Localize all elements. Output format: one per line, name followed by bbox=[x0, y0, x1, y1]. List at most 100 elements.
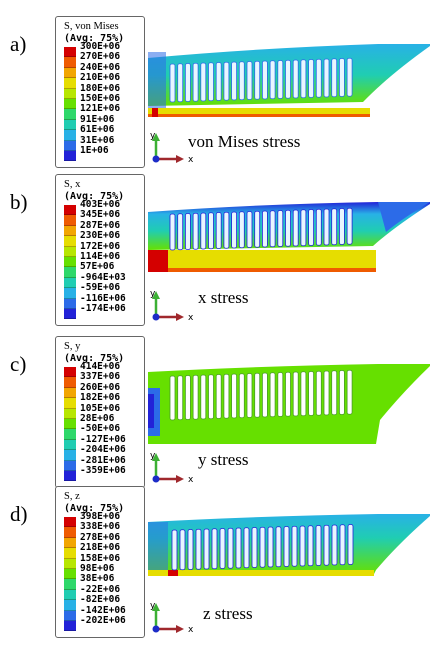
slot bbox=[331, 208, 338, 246]
legend-tick: 57E+06 bbox=[80, 261, 115, 273]
legend-averaging: (Avg: 75%) bbox=[64, 503, 125, 514]
slot bbox=[285, 59, 291, 99]
coordinate-triad: y x bbox=[150, 601, 194, 635]
color-swatch bbox=[64, 579, 76, 590]
caption: von Mises stress bbox=[188, 132, 301, 151]
slot bbox=[315, 208, 322, 246]
color-swatch bbox=[64, 398, 76, 409]
legend-tick: 260E+06 bbox=[80, 381, 121, 393]
color-swatch bbox=[64, 88, 76, 99]
color-swatch bbox=[64, 589, 76, 601]
slot bbox=[223, 211, 230, 249]
slot bbox=[346, 369, 353, 415]
hot-spot bbox=[152, 108, 158, 117]
panel-label: b) bbox=[10, 190, 28, 214]
slot bbox=[307, 525, 314, 567]
color-swatch bbox=[64, 47, 76, 58]
caption: z stress bbox=[203, 604, 253, 623]
slot bbox=[192, 62, 199, 102]
panel-a: a) S, von Mises (Avg: 75%) 300E+06 270E+… bbox=[0, 14, 437, 176]
slot bbox=[262, 372, 268, 418]
slot bbox=[346, 207, 353, 245]
color-scale bbox=[64, 205, 76, 320]
slot bbox=[259, 526, 266, 568]
legend-averaging: (Avg: 75%) bbox=[64, 353, 125, 364]
slot bbox=[331, 370, 338, 416]
legend-tick: -82E+06 bbox=[80, 594, 121, 606]
hot-spot bbox=[148, 250, 168, 272]
legend: S, z (Avg: 75%) 398E+06 338E+06 278E+06 … bbox=[55, 486, 145, 638]
slot bbox=[262, 210, 268, 248]
legend-tick: 287E+06 bbox=[80, 219, 121, 231]
legend-title: S, von Mises bbox=[64, 21, 119, 32]
slot bbox=[277, 210, 284, 247]
color-swatch bbox=[64, 150, 76, 162]
slot bbox=[346, 57, 353, 97]
legend-tick: 150E+06 bbox=[80, 92, 121, 104]
slot bbox=[254, 60, 261, 100]
slot bbox=[238, 373, 245, 419]
slot bbox=[185, 213, 191, 250]
legend-tick: 403E+06 bbox=[80, 199, 121, 210]
legend-title: S, y bbox=[64, 341, 81, 352]
tip-zone bbox=[378, 202, 430, 232]
slot bbox=[208, 62, 214, 102]
legend-tick: -359E+06 bbox=[80, 464, 126, 476]
slot bbox=[211, 528, 218, 570]
slot bbox=[315, 525, 322, 566]
color-swatch bbox=[64, 130, 76, 141]
slot bbox=[215, 212, 222, 249]
legend-tick: -50E+06 bbox=[80, 423, 121, 435]
edge-stress-core bbox=[148, 394, 154, 428]
legend-tick: -59E+06 bbox=[80, 282, 121, 294]
color-swatch bbox=[64, 140, 76, 151]
slot bbox=[208, 212, 214, 250]
edge-stress-zone bbox=[148, 52, 166, 114]
slot bbox=[171, 529, 178, 571]
legend-tick: 98E+06 bbox=[80, 562, 115, 574]
legend-tick: -204E+06 bbox=[80, 444, 126, 456]
slot bbox=[323, 370, 330, 416]
legend-tick: -964E+03 bbox=[80, 271, 126, 283]
slot bbox=[269, 60, 276, 100]
legend-tick: 218E+06 bbox=[80, 542, 121, 554]
color-swatch bbox=[64, 308, 76, 320]
slot bbox=[219, 528, 226, 569]
panel-label: c) bbox=[10, 352, 27, 376]
slot bbox=[285, 371, 291, 417]
legend-tick: 61E+06 bbox=[80, 124, 115, 136]
color-swatch bbox=[64, 548, 76, 559]
slot bbox=[308, 371, 315, 416]
slot bbox=[331, 58, 338, 98]
x-axis-label: x bbox=[188, 625, 194, 635]
color-swatch bbox=[64, 267, 76, 278]
legend-title: S, x bbox=[64, 179, 81, 190]
legend-tick: 182E+06 bbox=[80, 392, 121, 404]
color-swatch bbox=[64, 109, 76, 120]
legend-title: S, z bbox=[64, 491, 80, 502]
slot bbox=[238, 211, 245, 249]
slot bbox=[246, 61, 253, 100]
slot bbox=[235, 527, 242, 569]
slot bbox=[269, 210, 276, 248]
slot bbox=[339, 524, 346, 566]
y-axis-label: y bbox=[150, 451, 156, 461]
slot bbox=[275, 526, 282, 568]
slot bbox=[177, 213, 184, 251]
fe-model bbox=[148, 44, 430, 117]
slot bbox=[200, 374, 207, 420]
slot bbox=[231, 373, 237, 419]
color-swatch bbox=[64, 558, 76, 569]
legend-tick: 414E+06 bbox=[80, 361, 121, 372]
legend-tick: 158E+06 bbox=[80, 552, 121, 564]
slot bbox=[323, 524, 330, 566]
panel-b: b) S, x (Avg: 75%) 403E+06 345E+06 287E+… bbox=[0, 172, 437, 334]
caption: y stress bbox=[198, 450, 249, 469]
legend-averaging: (Avg: 75%) bbox=[64, 191, 125, 202]
legend-tick: -22E+06 bbox=[80, 583, 121, 595]
legend-tick: 105E+06 bbox=[80, 402, 121, 414]
legend-ticks: 398E+06 338E+06 278E+06 218E+06 158E+06 … bbox=[80, 511, 126, 626]
legend-tick: 270E+06 bbox=[80, 51, 121, 63]
color-swatch bbox=[64, 439, 76, 451]
slot bbox=[231, 61, 237, 101]
